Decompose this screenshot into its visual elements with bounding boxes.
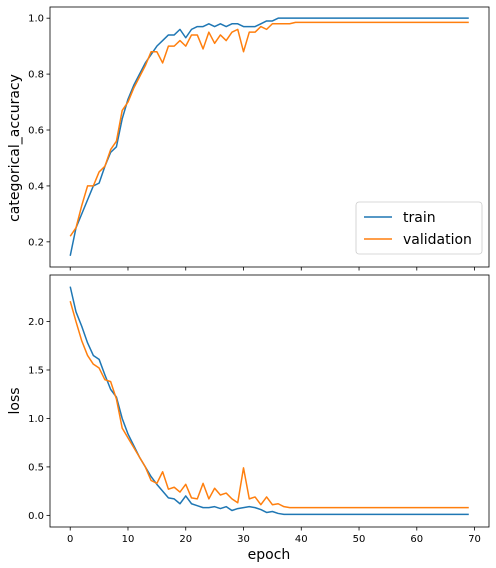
loss-y-tick-label: 0.5 (28, 462, 44, 473)
loss-y-ticks: 0.0 0.5 1.0 1.5 2.0 (28, 317, 50, 522)
accuracy-y-tick-label: 0.8 (28, 70, 44, 81)
loss-x-tick-label: 40 (295, 534, 308, 545)
legend-box (355, 201, 483, 255)
loss-y-tick-label: 2.0 (28, 317, 44, 328)
loss-panel: 0.0 0.5 1.0 1.5 2.0 0 10 20 30 40 50 60 70 loss epo… (7, 274, 490, 563)
accuracy-series-train-line (69, 17, 469, 256)
legend: train validation (355, 201, 483, 255)
loss-x-tick-label: 10 (122, 534, 135, 545)
loss-y-tick-label: 0.0 (28, 511, 44, 522)
accuracy-y-tick-label: 0.4 (28, 181, 44, 192)
loss-x-tick-label: 0 (67, 534, 73, 545)
accuracy-y-axis-label: categorical_accuracy (7, 74, 23, 222)
legend-label-train: train (403, 210, 436, 226)
accuracy-y-tick-label: 1.0 (28, 14, 44, 25)
loss-x-tick-label: 20 (179, 534, 192, 545)
loss-series-validation-line (69, 300, 469, 509)
loss-x-tick-label: 30 (237, 534, 250, 545)
loss-x-ticks: 0 10 20 30 40 50 60 70 (67, 527, 481, 545)
loss-y-tick-label: 1.0 (28, 414, 44, 425)
loss-plot-frame (49, 274, 490, 528)
accuracy-y-ticks: 0.2 0.4 0.6 0.8 1.0 (28, 14, 50, 248)
accuracy-plot-frame (49, 6, 490, 268)
accuracy-series-validation-line (69, 21, 469, 237)
loss-x-tick-label: 50 (353, 534, 366, 545)
accuracy-y-tick-label: 0.2 (28, 237, 44, 248)
accuracy-panel: 0.2 0.4 0.6 0.8 1.0 categorical_accuracy tra… (7, 6, 490, 271)
legend-label-validation: validation (403, 232, 472, 248)
accuracy-x-ticks (69, 267, 475, 271)
accuracy-y-tick-label: 0.6 (28, 126, 44, 137)
loss-x-tick-label: 60 (410, 534, 423, 545)
loss-x-axis-label: epoch (248, 547, 291, 563)
loss-y-axis-label: loss (7, 387, 23, 414)
loss-y-tick-label: 1.5 (28, 365, 44, 376)
loss-x-tick-label: 70 (468, 534, 481, 545)
